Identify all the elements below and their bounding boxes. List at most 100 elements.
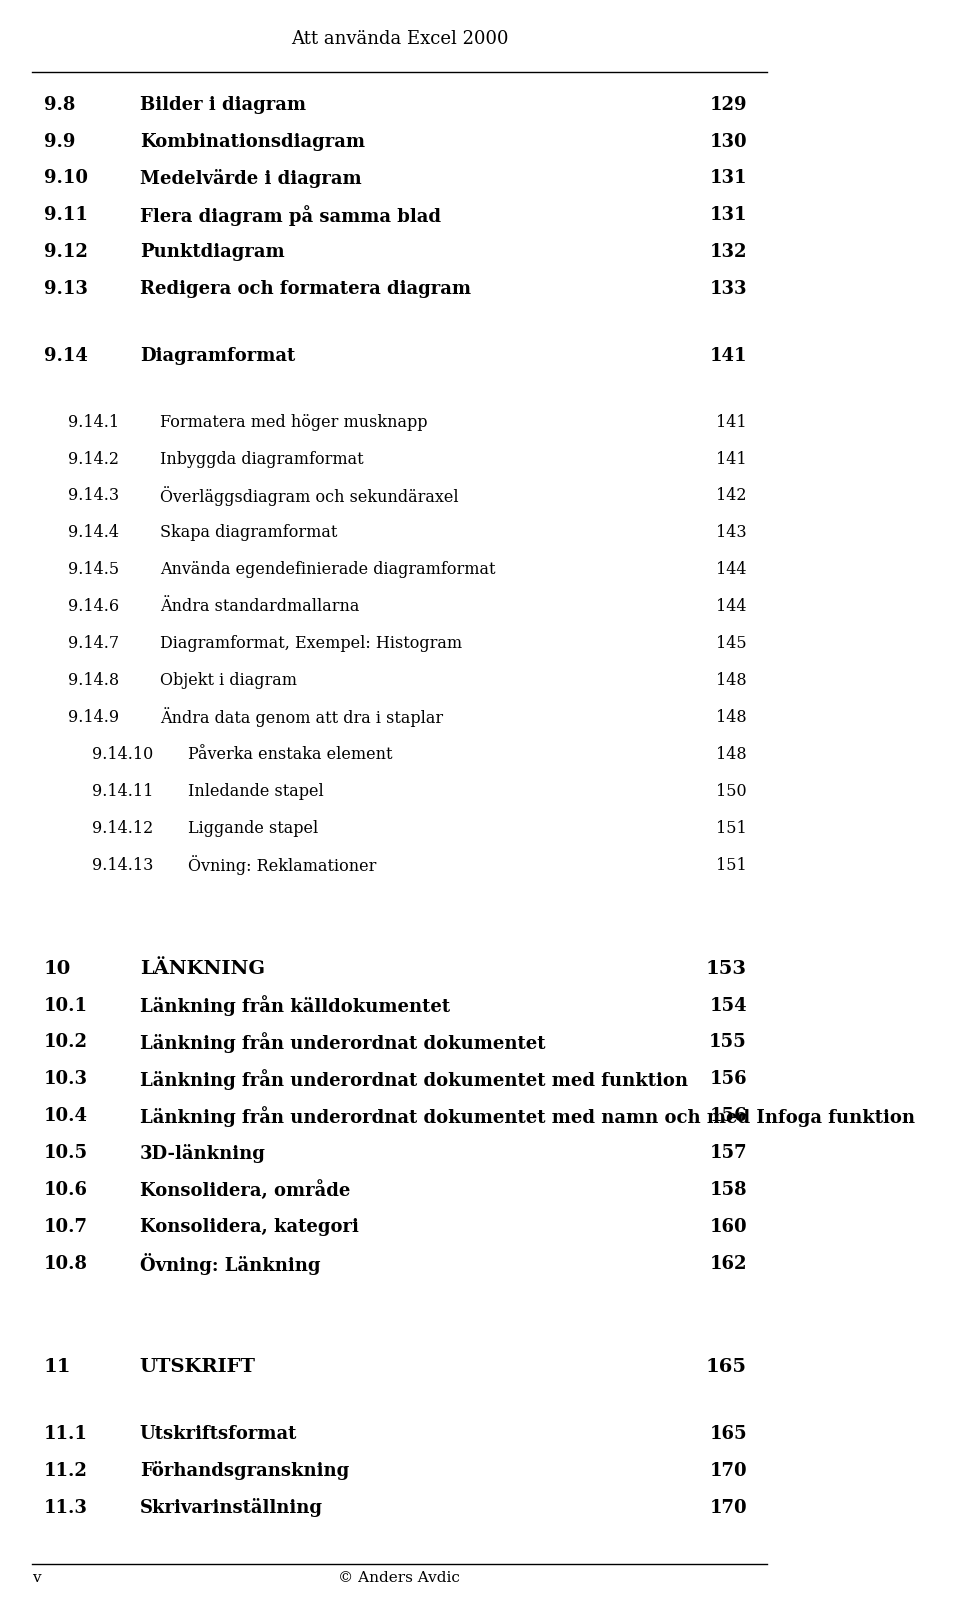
Text: 150: 150 xyxy=(716,784,747,800)
Text: 162: 162 xyxy=(709,1255,747,1273)
Text: 145: 145 xyxy=(716,636,747,652)
Text: Diagramformat, Exempel: Histogram: Diagramformat, Exempel: Histogram xyxy=(159,636,462,652)
Text: Ändra standardmallarna: Ändra standardmallarna xyxy=(159,599,359,615)
Text: 130: 130 xyxy=(709,132,747,151)
Text: 9.12: 9.12 xyxy=(44,243,87,261)
Text: 10.8: 10.8 xyxy=(44,1255,88,1273)
Text: 141: 141 xyxy=(716,451,747,468)
Text: 131: 131 xyxy=(709,206,747,224)
Text: 9.14: 9.14 xyxy=(44,346,87,365)
Text: Inbyggda diagramformat: Inbyggda diagramformat xyxy=(159,451,364,468)
Text: 9.14.12: 9.14.12 xyxy=(92,821,153,837)
Text: 148: 148 xyxy=(716,710,747,726)
Text: 10.1: 10.1 xyxy=(44,996,88,1015)
Text: 144: 144 xyxy=(716,599,747,615)
Text: Kombinationsdiagram: Kombinationsdiagram xyxy=(140,132,365,151)
Text: Överläggsdiagram och sekundäraxel: Överläggsdiagram och sekundäraxel xyxy=(159,486,458,505)
Text: 151: 151 xyxy=(716,856,747,874)
Text: © Anders Avdic: © Anders Avdic xyxy=(339,1570,461,1585)
Text: 10.4: 10.4 xyxy=(44,1107,88,1125)
Text: 10.5: 10.5 xyxy=(44,1144,88,1162)
Text: 9.14.2: 9.14.2 xyxy=(68,451,119,468)
Text: Konsolidera, område: Konsolidera, område xyxy=(140,1179,350,1200)
Text: 170: 170 xyxy=(709,1463,747,1480)
Text: Påverka enstaka element: Påverka enstaka element xyxy=(188,747,393,763)
Text: 9.8: 9.8 xyxy=(44,95,75,114)
Text: 144: 144 xyxy=(716,562,747,578)
Text: 9.13: 9.13 xyxy=(44,280,87,298)
Text: 9.9: 9.9 xyxy=(44,132,75,151)
Text: 148: 148 xyxy=(716,673,747,689)
Text: Medelvärde i diagram: Medelvärde i diagram xyxy=(140,169,361,188)
Text: 10.7: 10.7 xyxy=(44,1218,88,1236)
Text: Utskriftsformat: Utskriftsformat xyxy=(140,1426,298,1443)
Text: 151: 151 xyxy=(716,821,747,837)
Text: Länkning från källdokumentet: Länkning från källdokumentet xyxy=(140,994,450,1015)
Text: Punktdiagram: Punktdiagram xyxy=(140,243,284,261)
Text: 9.14.10: 9.14.10 xyxy=(92,747,153,763)
Text: v: v xyxy=(32,1570,40,1585)
Text: 156: 156 xyxy=(709,1107,747,1125)
Text: 129: 129 xyxy=(709,95,747,114)
Text: 10.2: 10.2 xyxy=(44,1033,88,1051)
Text: 9.14.13: 9.14.13 xyxy=(92,856,154,874)
Text: 9.14.4: 9.14.4 xyxy=(68,525,119,541)
Text: Länkning från underordnat dokumentet med funktion: Länkning från underordnat dokumentet med… xyxy=(140,1068,687,1089)
Text: Länkning från underordnat dokumentet: Länkning från underordnat dokumentet xyxy=(140,1031,545,1052)
Text: Formatera med höger musknapp: Formatera med höger musknapp xyxy=(159,414,427,431)
Text: Att använda Excel 2000: Att använda Excel 2000 xyxy=(291,31,508,48)
Text: Skapa diagramformat: Skapa diagramformat xyxy=(159,525,337,541)
Text: Ändra data genom att dra i staplar: Ändra data genom att dra i staplar xyxy=(159,708,443,727)
Text: 11: 11 xyxy=(44,1358,71,1376)
Text: Länkning från underordnat dokumentet med namn och med Infoga funktion: Länkning från underordnat dokumentet med… xyxy=(140,1105,915,1126)
Text: 133: 133 xyxy=(709,280,747,298)
Text: 157: 157 xyxy=(709,1144,747,1162)
Text: 9.14.1: 9.14.1 xyxy=(68,414,119,431)
Text: 11.1: 11.1 xyxy=(44,1426,87,1443)
Text: 153: 153 xyxy=(706,959,747,978)
Text: Skrivarinställning: Skrivarinställning xyxy=(140,1498,323,1517)
Text: 9.14.7: 9.14.7 xyxy=(68,636,119,652)
Text: 3D-länkning: 3D-länkning xyxy=(140,1144,266,1163)
Text: 10: 10 xyxy=(44,959,71,978)
Text: 148: 148 xyxy=(716,747,747,763)
Text: 11.2: 11.2 xyxy=(44,1463,87,1480)
Text: Redigera och formatera diagram: Redigera och formatera diagram xyxy=(140,280,470,298)
Text: 141: 141 xyxy=(716,414,747,431)
Text: 165: 165 xyxy=(709,1426,747,1443)
Text: 9.14.5: 9.14.5 xyxy=(68,562,119,578)
Text: Inledande stapel: Inledande stapel xyxy=(188,784,324,800)
Text: Bilder i diagram: Bilder i diagram xyxy=(140,95,306,114)
Text: 9.14.11: 9.14.11 xyxy=(92,784,154,800)
Text: 9.14.6: 9.14.6 xyxy=(68,599,119,615)
Text: 131: 131 xyxy=(709,169,747,187)
Text: 155: 155 xyxy=(709,1033,747,1051)
Text: 9.14.9: 9.14.9 xyxy=(68,710,119,726)
Text: Övning: Länkning: Övning: Länkning xyxy=(140,1253,321,1274)
Text: Diagramformat: Diagramformat xyxy=(140,346,295,365)
Text: Använda egendefinierade diagramformat: Använda egendefinierade diagramformat xyxy=(159,562,495,578)
Text: 156: 156 xyxy=(709,1070,747,1088)
Text: Objekt i diagram: Objekt i diagram xyxy=(159,673,297,689)
Text: 160: 160 xyxy=(709,1218,747,1236)
Text: Liggande stapel: Liggande stapel xyxy=(188,821,318,837)
Text: 10.3: 10.3 xyxy=(44,1070,88,1088)
Text: Flera diagram på samma blad: Flera diagram på samma blad xyxy=(140,204,441,225)
Text: 9.11: 9.11 xyxy=(44,206,87,224)
Text: 154: 154 xyxy=(709,996,747,1015)
Text: 10.6: 10.6 xyxy=(44,1181,88,1199)
Text: LÄNKNING: LÄNKNING xyxy=(140,959,265,978)
Text: 141: 141 xyxy=(709,346,747,365)
Text: Förhandsgranskning: Förhandsgranskning xyxy=(140,1461,349,1480)
Text: 9.14.3: 9.14.3 xyxy=(68,488,119,505)
Text: 142: 142 xyxy=(716,488,747,505)
Text: 170: 170 xyxy=(709,1498,747,1517)
Text: Övning: Reklamationer: Övning: Reklamationer xyxy=(188,856,376,875)
Text: 158: 158 xyxy=(709,1181,747,1199)
Text: 11.3: 11.3 xyxy=(44,1498,87,1517)
Text: UTSKRIFT: UTSKRIFT xyxy=(140,1358,255,1376)
Text: 9.10: 9.10 xyxy=(44,169,88,187)
Text: 143: 143 xyxy=(716,525,747,541)
Text: 9.14.8: 9.14.8 xyxy=(68,673,119,689)
Text: 132: 132 xyxy=(709,243,747,261)
